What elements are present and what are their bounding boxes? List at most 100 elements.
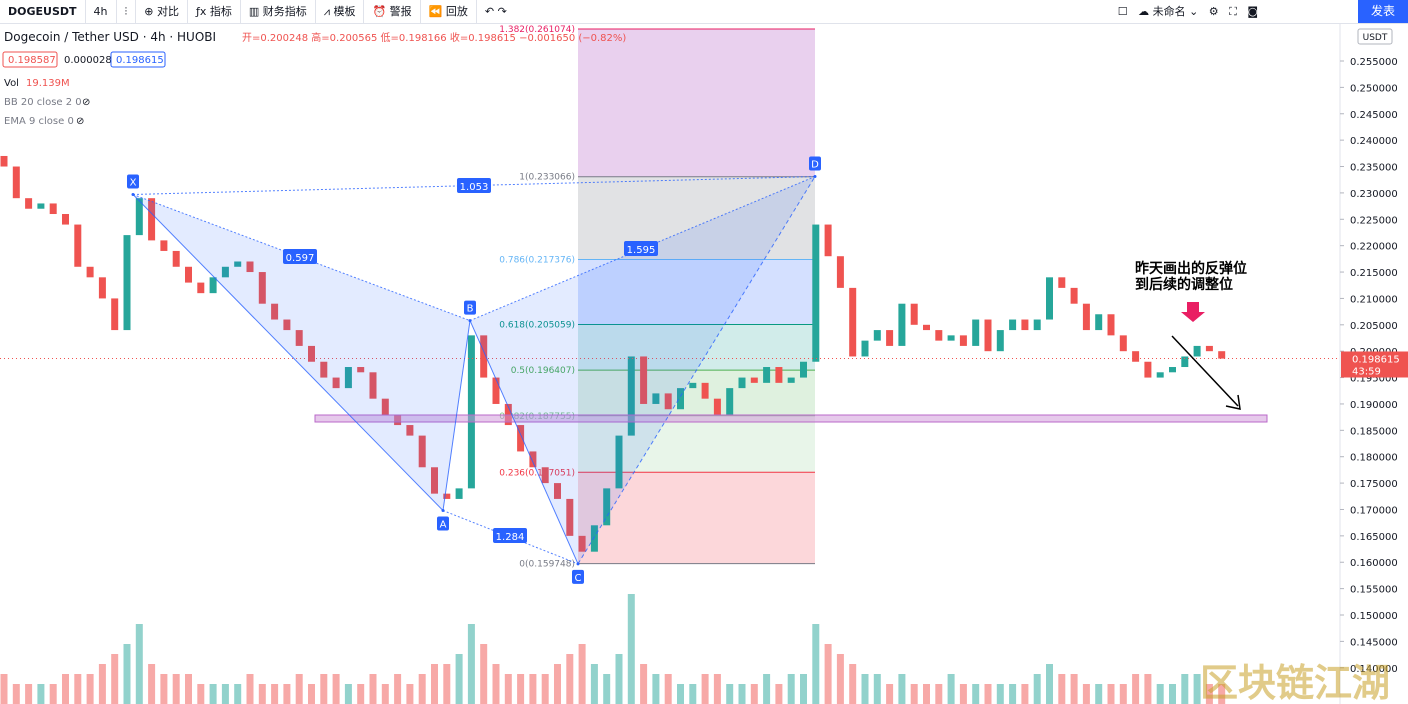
currency-box [1357,28,1393,45]
tool[interactable]: ƒx 指标 [188,0,241,23]
chart: 0.255000 0.250000 0.245000 0.240000 0.235000… [0,24,1408,704]
spread: 0.000028 [64,55,112,66]
tool[interactable]: ↶ ↷ [484,5,507,18]
point-box [437,516,449,531]
volume-bar [62,674,69,704]
publish-button[interactable]: 发表 [1358,0,1408,23]
candle [787,377,795,383]
candle [197,282,205,294]
candle [98,277,106,299]
y-tick-label: 0.195000 [1350,374,1398,385]
ratio-box [493,528,527,543]
volume-bar [1181,674,1189,704]
legend-text: Vol [4,78,19,89]
pattern-vertex [813,175,817,179]
candle [0,155,8,167]
y-tick-label: 0.180000 [1350,453,1398,464]
y-tick-label: 0.185000 [1350,426,1398,437]
volume-bar [185,674,192,704]
interval[interactable]: 4h [86,0,117,23]
tool-label: 回放 [445,5,468,18]
candle [271,303,279,320]
candle [12,166,20,199]
candle [418,435,426,468]
volume-bar [726,684,734,704]
candle [1033,319,1041,331]
volume-bar [578,644,586,704]
fib-label: 0.786(0.217376) [499,256,575,266]
candle [652,393,660,404]
candle [1021,319,1029,331]
candle [74,224,82,267]
y-tick-label: 0.245000 [1350,110,1398,121]
volume-bar [861,674,869,704]
tool[interactable]: ⏪ 回放 [421,0,477,23]
volume-bar [123,644,131,704]
layout-name[interactable]: ☐ ☁ 未命名 ⌄ ⚙ ⛶ ◙ [1117,5,1258,18]
volume-bar [418,674,426,704]
fib-label: 1.382(0.261074) [499,25,575,35]
tool[interactable]: ▥ 财务指标 [241,0,316,23]
volume-bar [234,684,242,704]
tool[interactable]: ⏰ 警报 [364,0,421,23]
point-label: D [811,160,819,171]
tool-label: 警报 [389,5,412,18]
last-price: 0.198615 [1352,354,1400,365]
candle [332,377,340,389]
candle [431,467,438,494]
candle [1156,372,1164,378]
countdown: 43:59 [1352,366,1381,377]
volume-bar [1021,684,1029,704]
candle [148,198,156,241]
candle [160,240,168,251]
volume-bar [947,674,955,704]
tool[interactable]: ⊕ 对比 [136,0,188,23]
volume-bar [763,674,771,704]
volume-bar [1169,684,1176,704]
point-label: A [440,520,447,531]
pattern-vertex [468,319,472,323]
fib-zone [578,28,815,177]
candle [824,224,832,257]
layout-name-text: 未命名 [1152,5,1186,18]
volume-bar [677,684,684,704]
candle [455,488,463,499]
candle [849,287,857,357]
candle [135,198,143,236]
volume-bar [615,654,623,704]
point-box [809,156,821,171]
volume-bar [135,624,143,704]
volume-bar [738,684,746,704]
volume-bar [283,684,291,704]
volume-bar [443,664,451,704]
candle [480,335,488,378]
fib-label: 0.618(0.205059) [499,320,575,330]
volume-bar [406,684,414,704]
volume-bar [664,674,672,704]
symbol[interactable]: DOGEUSDT [0,0,86,23]
volume-bar [258,684,266,704]
candle [221,266,229,278]
tool[interactable]: ⩘ 模板 [316,0,365,23]
sell-price: 0.198587 [8,55,56,66]
volume-bar [972,684,980,704]
candle [344,367,352,389]
volume-bar [1033,674,1041,704]
volume-bar [1119,684,1127,704]
fib-zone [578,176,815,260]
candle [234,261,242,267]
volume-bar [357,684,365,704]
candle [812,224,820,362]
y-tick-label: 0.215000 [1350,268,1398,279]
ratio-label: 1.595 [627,245,656,256]
candle [640,356,648,404]
volume-bar [1009,684,1017,704]
volume-bar [1058,674,1066,704]
volume-bar [37,684,45,704]
candle [603,488,611,526]
y-tick-label: 0.170000 [1350,505,1398,516]
tool[interactable]: ⫶ [117,0,137,23]
volume-bar [1205,684,1213,704]
annotation: 到后续的调整位 [1135,276,1233,293]
candle [1132,351,1140,362]
